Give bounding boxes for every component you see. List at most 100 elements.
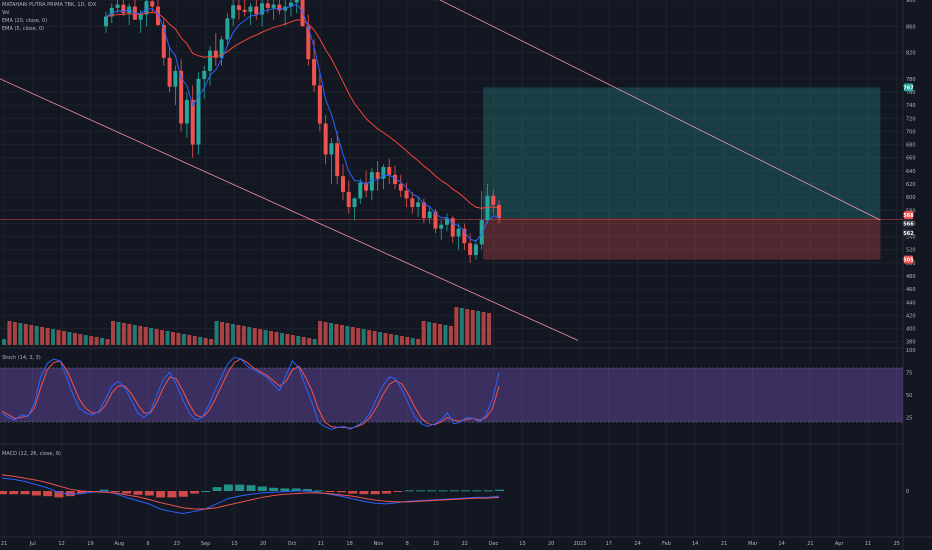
macd-hist-bar (382, 491, 392, 494)
volume-bar (454, 307, 459, 345)
legend-ema5[interactable]: EMA (5, close, 0) (2, 26, 44, 32)
volume-bar (132, 325, 137, 345)
macd-hist-bar (99, 489, 109, 491)
volume-bar (378, 332, 383, 345)
volume-bar (345, 326, 350, 345)
macd-tick-label: 0 (906, 489, 909, 495)
volume-bar (459, 308, 464, 345)
macd-hist-bar (336, 491, 346, 493)
macd-hist-bar (9, 491, 19, 495)
volume-bar (269, 331, 274, 345)
trendline-2 (439, 0, 881, 221)
price-tick-label: 680 (906, 143, 916, 149)
macd-hist-bar (393, 491, 403, 492)
stop-badge (904, 255, 913, 264)
macd-title[interactable]: MACD (12, 26, close, 9) (2, 451, 61, 457)
macd-hist-bar (415, 490, 425, 492)
candle (121, 4, 126, 14)
macd-hist-bar (404, 490, 414, 492)
volume-bar (323, 322, 328, 345)
price-tick-label: 760 (906, 90, 916, 96)
candle (329, 143, 334, 155)
stop-badge-label: 505 (903, 258, 914, 264)
macd-hist-bar (348, 491, 358, 494)
volume-bar (12, 322, 17, 345)
candle (358, 182, 363, 199)
candle (156, 6, 161, 25)
candle (456, 228, 461, 237)
macd-hist-bar (156, 491, 166, 498)
volume-bar (470, 310, 475, 345)
time-tick-label: Oct (288, 541, 297, 547)
time-tick-label: Jul (29, 541, 36, 547)
candle (491, 195, 496, 206)
volume-bar (405, 337, 410, 345)
stoch-k-line (1, 356, 500, 430)
macd-hist-bar (178, 491, 188, 497)
price-tick-label: 640 (906, 169, 916, 175)
macd-hist-bar (0, 491, 7, 495)
macd-hist-bar (495, 489, 504, 491)
time-tick-label: Nov (374, 541, 384, 547)
stop-zone (483, 218, 881, 260)
time-tick-label: Dec (489, 541, 499, 547)
macd-hist-bar (280, 488, 290, 491)
price-tick-label: 900 (906, 0, 916, 4)
price-tick-label: 480 (906, 274, 916, 280)
volume-bar (181, 334, 186, 345)
trendline-1 (0, 78, 579, 341)
price-tick-label: 700 (906, 129, 916, 135)
candle (369, 172, 374, 191)
candle (144, 1, 149, 15)
volume-bar (29, 325, 34, 345)
time-tick-label: 2023 (574, 541, 587, 547)
macd-hist-bar (167, 491, 177, 498)
macd-hist-bar (472, 490, 482, 492)
candle (300, 0, 305, 27)
symbol-title[interactable]: MATAHARI PUTRA PRIMA TBK, 1D, IDX (2, 2, 97, 8)
price-tick-label: 540 (906, 235, 916, 241)
price-tick-label: 720 (906, 116, 916, 122)
candle (115, 4, 120, 8)
candle (381, 166, 386, 179)
ema20-line (105, 11, 500, 209)
candle (404, 190, 409, 199)
macd-hist-bar (201, 491, 211, 492)
candle (450, 218, 455, 237)
volume-bar (367, 330, 372, 345)
candle (150, 1, 155, 7)
volume-bar (198, 337, 203, 345)
volume-bar (258, 329, 263, 345)
stoch-tick-label: 50 (906, 393, 912, 399)
candle (288, 2, 293, 7)
candle (416, 202, 421, 207)
target-zone (483, 87, 881, 219)
macd-hist-bar (54, 491, 64, 498)
legend-vol[interactable]: Vol (2, 10, 10, 16)
time-tick-label: 9 (146, 541, 149, 547)
candle (242, 9, 247, 12)
volume-bar (18, 323, 23, 345)
candle (225, 18, 230, 40)
candle (312, 59, 317, 86)
macd-hist-bar (65, 491, 75, 497)
volume-bar (170, 332, 175, 345)
macd-hist-bar (212, 487, 222, 491)
candle (427, 211, 432, 219)
stoch-legend: Stoch (14, 3, 3) (2, 354, 41, 362)
macd-hist-bar (438, 490, 448, 492)
volume-bar (487, 313, 492, 345)
signal-line (1, 474, 500, 510)
volume-bar (356, 328, 361, 345)
stoch-band (0, 368, 903, 422)
macd-hist-bar (144, 491, 154, 496)
volume-bar (443, 325, 448, 345)
stoch-title[interactable]: Stoch (14, 3, 3) (2, 355, 41, 361)
macd-hist-bar (43, 491, 53, 497)
macd-hist-bar (427, 490, 437, 492)
legend-ema20[interactable]: EMA (20, close, 0) (2, 18, 48, 24)
volume-bar (111, 321, 115, 345)
time-tick-label: 23 (174, 541, 180, 547)
